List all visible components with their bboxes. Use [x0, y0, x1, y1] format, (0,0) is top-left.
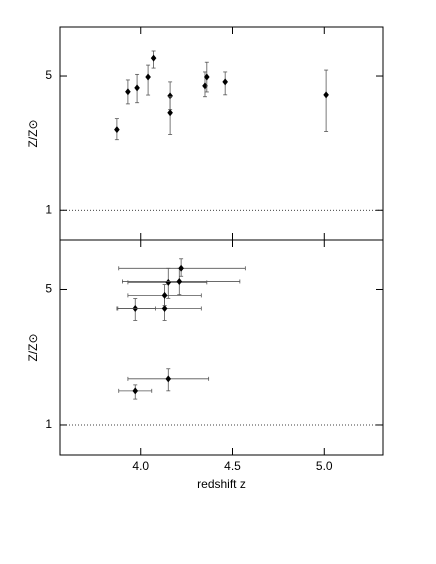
data-point — [204, 73, 210, 81]
data-point — [176, 277, 183, 285]
data-point — [145, 73, 151, 81]
data-point — [132, 387, 139, 395]
data-point — [167, 92, 173, 100]
x-tick-label: 4.0 — [132, 459, 149, 473]
data-point — [222, 78, 228, 86]
y-tick-label: 1 — [45, 202, 52, 216]
data-point — [178, 264, 184, 272]
data-point — [114, 126, 120, 134]
data-point — [202, 82, 208, 90]
y-axis-label: Z/Z⊙ — [26, 119, 40, 147]
data-point — [165, 278, 172, 286]
data-point — [167, 109, 173, 117]
y-tick-label: 5 — [45, 68, 52, 82]
data-point — [165, 375, 172, 383]
data-point — [150, 54, 157, 62]
x-tick-label: 5.0 — [316, 459, 333, 473]
data-point — [161, 291, 168, 299]
plot-frame — [59, 26, 384, 241]
y-tick-label: 5 — [45, 282, 52, 296]
data-point — [161, 304, 168, 312]
data-point — [125, 88, 131, 96]
x-tick-label: 4.5 — [224, 459, 241, 473]
y-axis-label: Z/Z⊙ — [26, 333, 40, 361]
plot-frame — [59, 239, 384, 456]
y-tick-label: 1 — [45, 417, 52, 431]
x-axis-label: redshift z — [197, 477, 246, 491]
data-point — [134, 84, 140, 92]
data-point — [323, 91, 329, 99]
